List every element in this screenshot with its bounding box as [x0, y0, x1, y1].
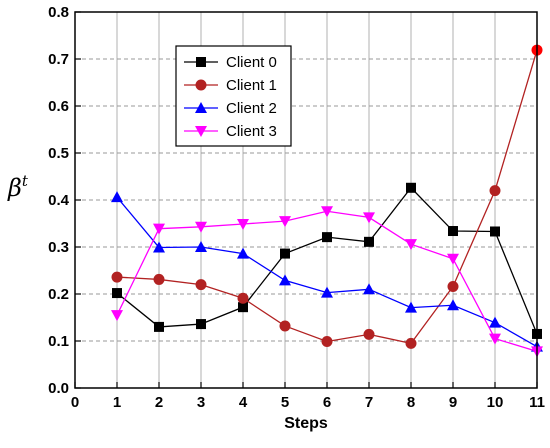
legend-item: Client 1 — [184, 77, 277, 94]
data-point — [405, 239, 417, 251]
data-point — [363, 328, 375, 340]
data-point — [111, 191, 123, 203]
data-point — [364, 236, 374, 247]
data-point — [112, 288, 122, 299]
grid — [75, 12, 537, 388]
legend-marker — [195, 126, 207, 137]
data-point — [322, 232, 332, 243]
y-axis-title-symbol: β — [7, 174, 22, 202]
data-point — [406, 182, 416, 193]
legend-label: Client 1 — [226, 77, 277, 94]
legend-item: Client 2 — [184, 100, 277, 117]
y-tick-label: 0.3 — [48, 239, 69, 256]
legend-marker — [196, 57, 206, 67]
x-tick-label: 11 — [529, 394, 545, 411]
x-tick-label: 5 — [281, 394, 289, 411]
data-point — [363, 212, 375, 224]
y-tick-label: 0.4 — [48, 192, 70, 209]
data-point — [447, 253, 459, 265]
data-point — [321, 206, 333, 218]
data-point — [405, 337, 417, 349]
legend-item: Client 0 — [184, 54, 277, 71]
legend-label: Client 3 — [226, 123, 277, 140]
data-point — [279, 274, 291, 286]
data-point — [448, 226, 458, 237]
data-point — [321, 335, 333, 347]
x-tick-label: 10 — [487, 394, 504, 411]
data-point — [280, 248, 290, 259]
data-point — [153, 241, 165, 253]
series-layer — [111, 44, 543, 358]
legend-label: Client 0 — [226, 54, 277, 71]
data-point — [363, 283, 375, 295]
data-point — [195, 279, 207, 291]
x-tick-label: 7 — [365, 394, 373, 411]
y-axis-title: βt — [7, 172, 29, 202]
axis-ticks: 0 1 2 3 4 5 6 7 8 9 10 11 0.0 0.1 0.2 0.3 0.4 0.5 0.6 0.7 0.… — [48, 4, 545, 411]
data-point — [447, 299, 459, 311]
x-tick-label: 9 — [449, 394, 457, 411]
data-point — [111, 310, 123, 322]
data-point — [405, 301, 417, 313]
x-tick-label: 6 — [323, 394, 331, 411]
x-tick-label: 2 — [155, 394, 163, 411]
y-tick-label: 0.0 — [48, 380, 69, 397]
data-point — [237, 247, 249, 259]
y-tick-label: 0.8 — [48, 4, 69, 21]
data-point — [196, 319, 206, 330]
data-point — [490, 226, 500, 237]
data-point — [195, 221, 207, 233]
data-point — [489, 333, 501, 345]
y-tick-label: 0.6 — [48, 98, 69, 115]
data-point — [321, 286, 333, 298]
data-point — [111, 271, 123, 283]
series-1 — [111, 44, 543, 349]
x-tick-label: 0 — [71, 394, 79, 411]
data-point — [237, 292, 249, 304]
x-tick-label: 1 — [113, 394, 121, 411]
data-point — [238, 302, 248, 313]
data-point — [279, 216, 291, 228]
data-point — [237, 218, 249, 230]
legend-item: Client 3 — [184, 123, 277, 140]
legend: Client 0 Client 1 Client 2 Client 3 — [175, 45, 292, 147]
y-tick-label: 0.7 — [48, 51, 69, 68]
data-point — [447, 280, 459, 292]
data-point — [489, 185, 501, 197]
data-point — [489, 316, 501, 328]
data-point — [195, 241, 207, 252]
data-point — [153, 273, 165, 285]
y-tick-label: 0.5 — [48, 145, 69, 162]
legend-marker — [195, 102, 207, 113]
legend-label: Client 2 — [226, 100, 277, 117]
data-point — [154, 321, 164, 332]
x-axis-title: Steps — [284, 415, 328, 432]
x-tick-label: 3 — [197, 394, 205, 411]
data-point — [153, 223, 165, 235]
data-point — [279, 320, 291, 332]
y-axis-title-superscript: t — [22, 172, 29, 190]
legend-box — [175, 45, 292, 147]
y-tick-label: 0.1 — [48, 333, 69, 350]
y-tick-label: 0.2 — [48, 286, 69, 303]
x-tick-label: 8 — [407, 394, 415, 411]
legend-marker — [195, 79, 207, 91]
x-tick-label: 4 — [239, 394, 248, 411]
